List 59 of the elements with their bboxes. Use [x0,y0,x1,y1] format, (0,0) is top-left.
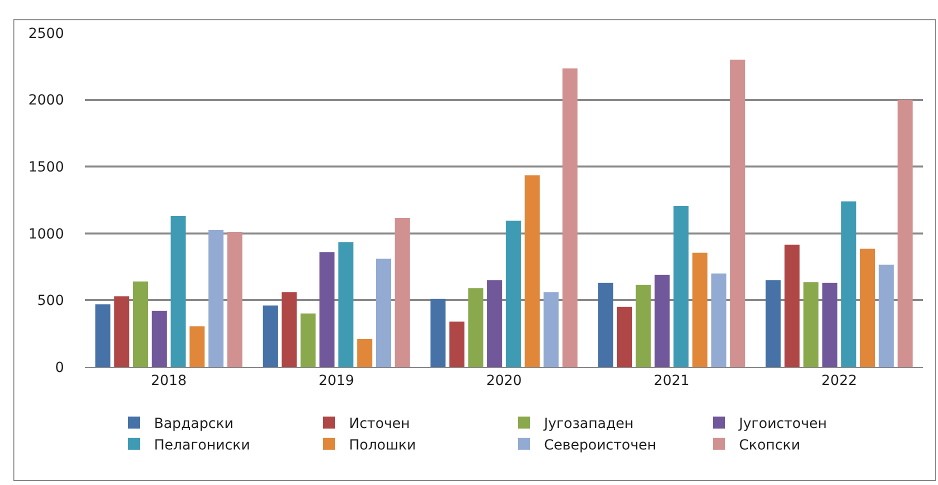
bar [262,306,278,367]
bar [524,175,540,367]
x-tick-label: 2020 [486,372,522,389]
bar [803,282,818,367]
x-tick-label: 2019 [318,372,354,389]
x-tick-label: 2021 [654,372,690,389]
y-tick-label: 2500 [28,26,64,42]
legend-label: Источен [349,416,410,432]
bar [766,280,781,367]
bar [190,326,205,367]
bar [487,280,502,367]
bar [300,314,316,367]
bar [636,284,651,367]
bar [562,68,578,367]
legend-label: Југоисточен [738,416,827,432]
bar [673,206,689,367]
legend-label: Скопски [739,437,800,454]
legend-label: Пелагониски [154,437,250,454]
bar [616,306,632,367]
bar [132,282,148,367]
legend-label: Полошки [349,437,416,454]
y-tick-label: 1000 [28,226,64,242]
bar [394,218,410,367]
bar [114,296,130,367]
bar [506,220,521,367]
legend-label: Југозападен [543,416,634,432]
bar [544,292,559,367]
bar [376,258,392,367]
bar [338,242,354,367]
bar [711,273,726,367]
bar [598,282,614,367]
y-tick-label: 500 [37,293,64,310]
bar [730,60,746,367]
bar [449,322,464,367]
x-tick-label: 2022 [821,372,858,389]
y-tick-label: 0 [55,360,64,376]
x-tick-label: 2018 [150,372,187,389]
bar [170,216,186,367]
bar [468,288,484,367]
y-tick-label: 2000 [28,92,64,109]
bar [319,252,335,367]
bar [860,248,876,367]
legend-label: Североисточен [544,437,656,454]
bar [898,100,913,367]
legend-label: Вардарски [154,416,234,432]
bar [692,252,708,367]
bar [822,282,838,367]
bar [430,298,446,367]
bar [878,264,894,367]
bar [152,310,167,367]
bar [95,304,110,367]
bar [282,292,297,367]
bar [227,232,242,367]
bar [357,338,372,367]
bar [654,274,670,367]
bar [208,230,224,367]
y-tick-label: 1500 [28,160,64,176]
bar [841,201,856,367]
bar [784,244,800,367]
